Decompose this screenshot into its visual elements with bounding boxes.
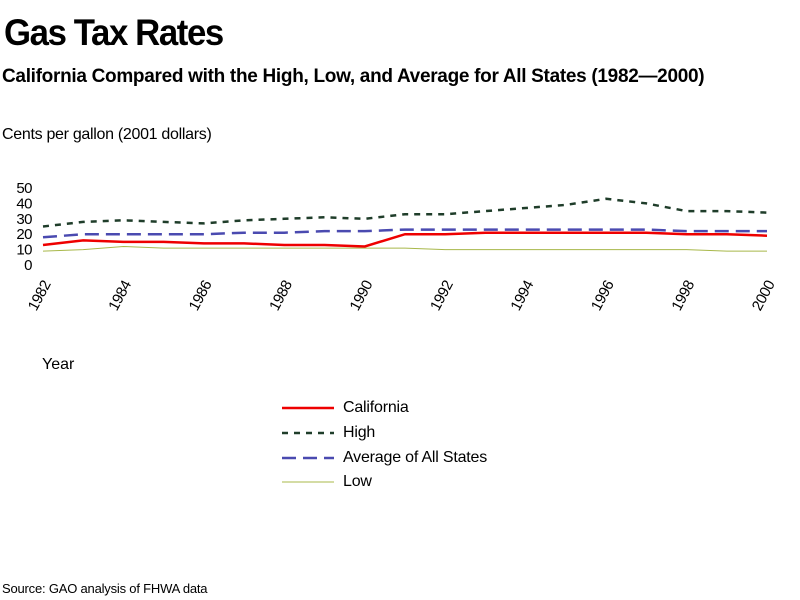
series-line-high bbox=[42, 197, 768, 228]
legend-label: Average of All States bbox=[343, 448, 488, 466]
x-tick-label: 1988 bbox=[266, 278, 296, 314]
series-line-average-of-all-states bbox=[42, 228, 767, 239]
legend-swatch bbox=[282, 403, 334, 413]
series-line-california bbox=[42, 231, 768, 248]
legend-label: High bbox=[343, 424, 376, 442]
y-tick-label: 30 bbox=[16, 211, 32, 228]
y-tick-label: 0 bbox=[24, 257, 32, 274]
y-axis-label: Cents per gallon (2001 dollars) bbox=[2, 126, 212, 143]
source-note: Source: GAO analysis of FHWA data bbox=[2, 581, 208, 596]
x-tick-label: 1986 bbox=[186, 278, 216, 314]
legend-item-high: High bbox=[282, 421, 487, 446]
x-tick-label: 1998 bbox=[668, 278, 698, 314]
legend-swatch bbox=[282, 453, 334, 463]
legend-swatch bbox=[282, 477, 334, 487]
chart-title: Gas Tax Rates bbox=[4, 12, 224, 53]
x-tick-label: 1996 bbox=[588, 278, 618, 314]
chart-legend: California High Average of All States Low bbox=[282, 396, 487, 495]
x-tick-label: 1984 bbox=[105, 278, 135, 314]
legend-swatch bbox=[282, 428, 334, 438]
x-tick-label: 1990 bbox=[347, 278, 377, 314]
legend-item-average-of-all-states: Average of All States bbox=[282, 445, 487, 470]
legend-label: California bbox=[343, 399, 409, 417]
legend-item-low: Low bbox=[282, 470, 487, 495]
x-axis-label: Year bbox=[42, 356, 75, 373]
legend-item-california: California bbox=[282, 396, 487, 421]
x-tick-label: 1994 bbox=[507, 278, 537, 314]
y-tick-label: 20 bbox=[16, 226, 32, 243]
y-tick-label: 40 bbox=[16, 195, 32, 212]
x-tick-label: 1982 bbox=[25, 278, 55, 314]
x-tick-label: 1992 bbox=[427, 278, 457, 314]
chart-subtitle: California Compared with the High, Low, … bbox=[2, 66, 705, 87]
x-tick-labels: 1982 1984 1986 1988 1990 1992 1994 1996 1998 2000 bbox=[25, 278, 779, 314]
x-tick-label: 2000 bbox=[749, 278, 779, 314]
series-line-low bbox=[42, 245, 767, 252]
y-tick-label: 50 bbox=[16, 180, 32, 197]
y-tick-label: 10 bbox=[16, 242, 32, 259]
legend-label: Low bbox=[343, 473, 372, 491]
series-lines bbox=[42, 197, 768, 252]
